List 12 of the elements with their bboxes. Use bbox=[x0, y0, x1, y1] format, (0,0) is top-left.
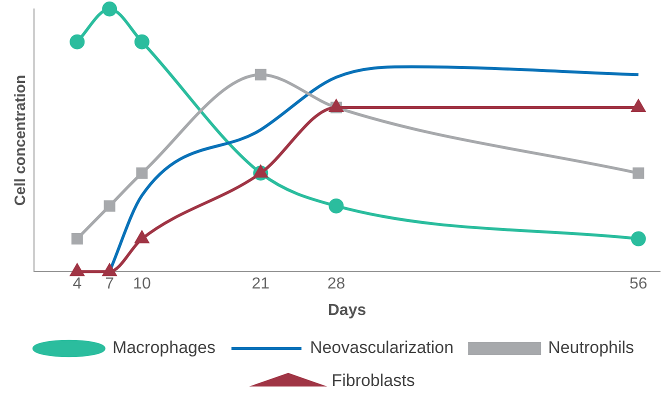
legend-label: Fibroblasts bbox=[332, 371, 415, 390]
x-axis-title: Days bbox=[328, 302, 366, 319]
legend-label: Neutrophils bbox=[548, 338, 634, 358]
x-tick-label: 4 bbox=[72, 276, 82, 293]
legend-label: Macrophages bbox=[112, 338, 216, 358]
y-axis-title: Cell concentration bbox=[12, 74, 30, 206]
x-tick-label: 21 bbox=[252, 276, 270, 293]
x-tick-label: 56 bbox=[630, 276, 648, 293]
x-tick-label: 7 bbox=[105, 276, 114, 293]
x-tick-label: 10 bbox=[133, 276, 151, 293]
x-tick-label: 28 bbox=[327, 276, 346, 293]
legend-label: Neovascularization bbox=[310, 338, 454, 358]
